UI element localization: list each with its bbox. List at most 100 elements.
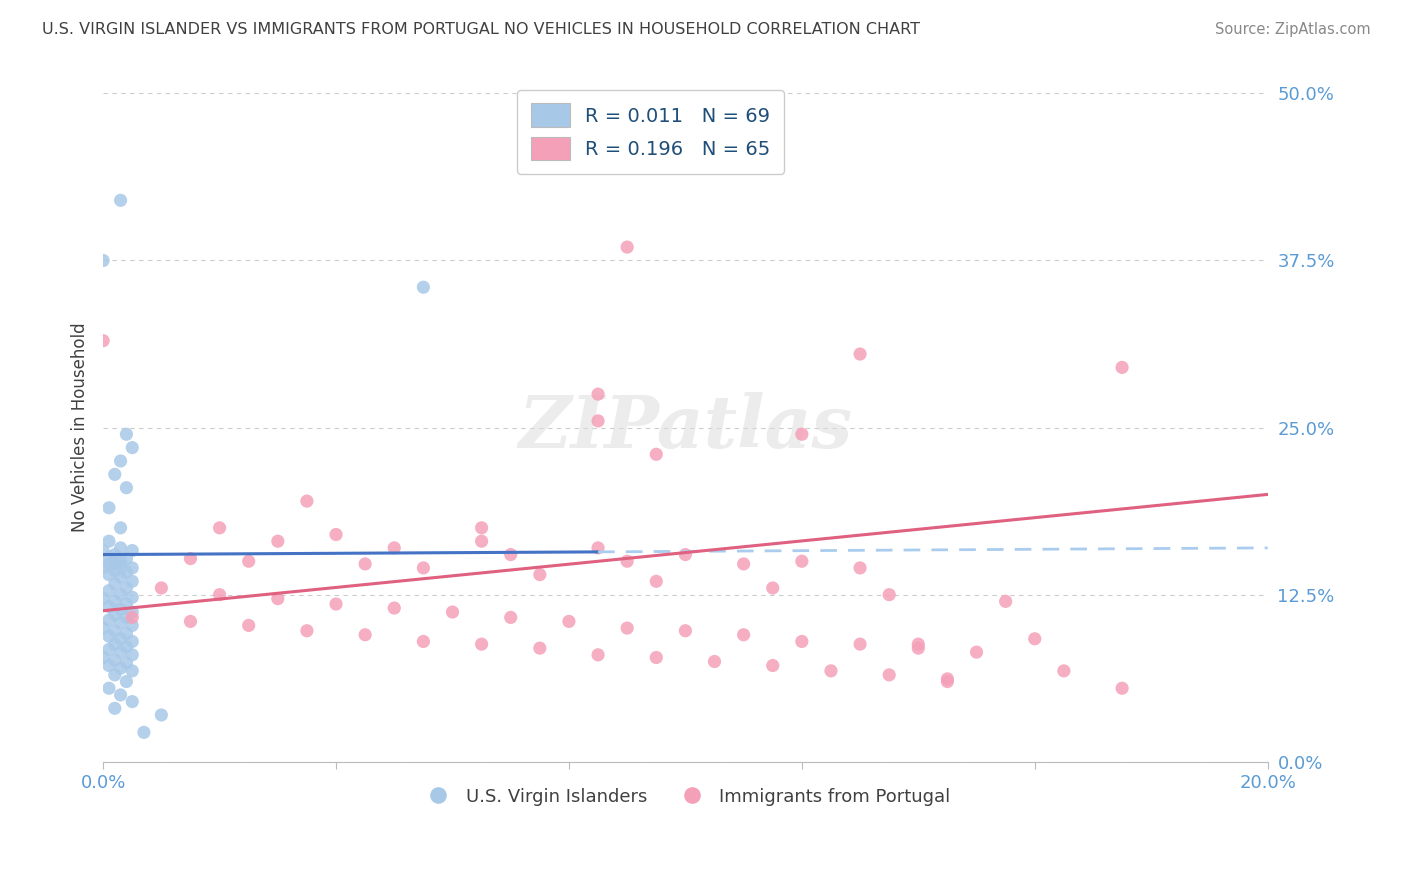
Point	[110, 632, 132, 646]
Point	[762, 581, 785, 595]
Point	[97, 500, 120, 515]
Point	[110, 559, 132, 574]
Point	[110, 688, 132, 702]
Point	[110, 615, 132, 630]
Point	[104, 557, 127, 571]
Point	[91, 561, 114, 575]
Point	[115, 656, 138, 670]
Point	[208, 521, 231, 535]
Point	[238, 554, 260, 568]
Point	[97, 583, 120, 598]
Point	[104, 668, 127, 682]
Point	[790, 634, 813, 648]
Text: ZIPatlas: ZIPatlas	[519, 392, 852, 463]
Point	[150, 708, 173, 723]
Point	[115, 626, 138, 640]
Point	[104, 548, 127, 562]
Point	[820, 664, 842, 678]
Point	[790, 427, 813, 442]
Point	[91, 543, 114, 558]
Point	[115, 597, 138, 611]
Point	[121, 618, 143, 632]
Point	[471, 521, 494, 535]
Point	[412, 280, 434, 294]
Point	[733, 628, 755, 642]
Point	[616, 240, 638, 254]
Point	[325, 597, 347, 611]
Point	[966, 645, 988, 659]
Point	[877, 668, 900, 682]
Point	[325, 527, 347, 541]
Point	[97, 557, 120, 571]
Point	[115, 551, 138, 566]
Point	[110, 588, 132, 602]
Y-axis label: No Vehicles in Household: No Vehicles in Household	[72, 323, 89, 533]
Point	[132, 725, 155, 739]
Point	[936, 672, 959, 686]
Point	[733, 557, 755, 571]
Point	[97, 642, 120, 657]
Point	[179, 615, 201, 629]
Point	[121, 664, 143, 678]
Point	[907, 637, 929, 651]
Point	[104, 624, 127, 638]
Point	[110, 454, 132, 468]
Point	[150, 581, 173, 595]
Point	[97, 567, 120, 582]
Point	[558, 615, 581, 629]
Point	[91, 334, 114, 348]
Point	[673, 624, 696, 638]
Point	[849, 637, 872, 651]
Point	[412, 634, 434, 648]
Point	[104, 653, 127, 667]
Point	[645, 574, 668, 589]
Point	[121, 634, 143, 648]
Point	[104, 701, 127, 715]
Point	[267, 591, 290, 606]
Point	[104, 637, 127, 651]
Point	[238, 618, 260, 632]
Point	[295, 624, 318, 638]
Point	[616, 554, 638, 568]
Point	[121, 561, 143, 575]
Point	[115, 581, 138, 595]
Point	[645, 447, 668, 461]
Point	[110, 541, 132, 555]
Text: Source: ZipAtlas.com: Source: ZipAtlas.com	[1215, 22, 1371, 37]
Point	[907, 641, 929, 656]
Point	[382, 601, 405, 615]
Point	[586, 648, 609, 662]
Point	[586, 414, 609, 428]
Point	[703, 655, 725, 669]
Point	[104, 564, 127, 578]
Point	[121, 648, 143, 662]
Point	[441, 605, 464, 619]
Point	[121, 574, 143, 589]
Point	[115, 640, 138, 654]
Point	[97, 613, 120, 627]
Point	[97, 599, 120, 614]
Point	[110, 661, 132, 675]
Point	[97, 658, 120, 673]
Point	[97, 681, 120, 696]
Point	[1053, 664, 1076, 678]
Point	[91, 253, 114, 268]
Point	[529, 641, 551, 656]
Point	[121, 543, 143, 558]
Point	[115, 427, 138, 442]
Point	[673, 548, 696, 562]
Point	[121, 610, 143, 624]
Point	[115, 481, 138, 495]
Point	[382, 541, 405, 555]
Point	[267, 534, 290, 549]
Point	[110, 554, 132, 568]
Legend: U.S. Virgin Islanders, Immigrants from Portugal: U.S. Virgin Islanders, Immigrants from P…	[413, 780, 957, 813]
Point	[110, 602, 132, 616]
Point	[110, 570, 132, 584]
Point	[295, 494, 318, 508]
Point	[645, 650, 668, 665]
Text: U.S. VIRGIN ISLANDER VS IMMIGRANTS FROM PORTUGAL NO VEHICLES IN HOUSEHOLD CORREL: U.S. VIRGIN ISLANDER VS IMMIGRANTS FROM …	[42, 22, 920, 37]
Point	[529, 567, 551, 582]
Point	[121, 605, 143, 619]
Point	[849, 347, 872, 361]
